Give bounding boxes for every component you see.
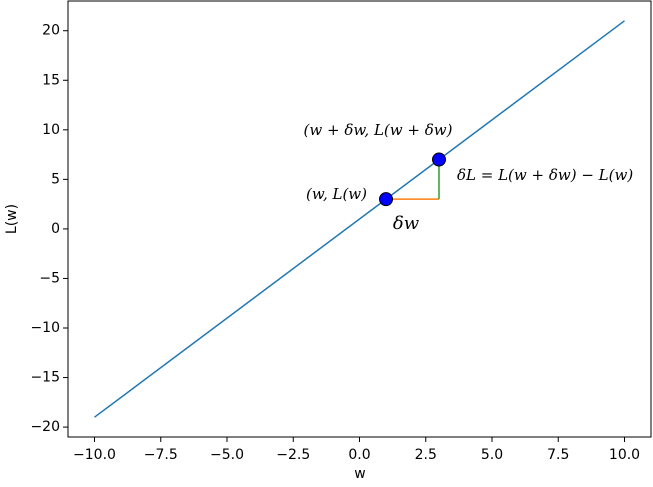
annotation: (w, L(w): [306, 185, 367, 203]
x-tick-label: −7.5: [144, 447, 178, 463]
y-tick-label: −20: [30, 419, 60, 435]
y-tick-label: −10: [30, 320, 60, 336]
x-tick-label: −5.0: [210, 447, 244, 463]
line: [94, 20, 625, 418]
y-tick-label: 15: [42, 72, 60, 88]
y-tick-label: −15: [30, 370, 60, 386]
y-tick-label: −5: [39, 270, 60, 286]
x-tick-label: −10.0: [73, 447, 116, 463]
point: [432, 152, 446, 167]
y-tick-label: 5: [51, 171, 60, 187]
y-tick-label: 20: [42, 23, 60, 39]
y-axis-label: L(w): [4, 204, 20, 234]
x-tick-label: 5.0: [481, 447, 503, 463]
x-tick-label: 7.5: [547, 447, 569, 463]
annotation: δw: [393, 213, 420, 234]
x-axis-label: w: [354, 466, 365, 482]
x-tick-label: 10.0: [609, 447, 640, 463]
y-tick-label: 10: [42, 122, 60, 138]
y-tick-label: 0: [51, 221, 60, 237]
annotation: δL = L(w + δw) − L(w): [457, 166, 633, 184]
point: [379, 192, 393, 207]
annotation: (w + δw, L(w + δw): [304, 121, 453, 139]
x-tick-label: 2.5: [415, 447, 437, 463]
x-tick-label: 0.0: [348, 447, 370, 463]
x-tick-label: −2.5: [276, 447, 310, 463]
